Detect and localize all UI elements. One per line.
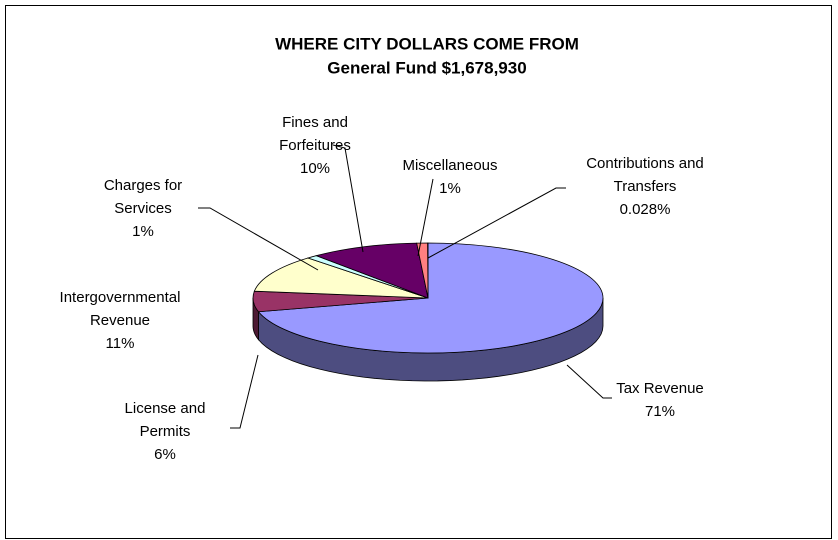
chart-subtitle: General Fund $1,678,930 (327, 58, 526, 77)
category-label: Contributions and Transfers (586, 155, 704, 195)
category-label: Miscellaneous (402, 157, 498, 174)
value-label: 0.028% (619, 201, 671, 218)
value-label: 10% (299, 160, 331, 177)
slice-label: Tax Revenue 71% (595, 377, 725, 423)
leader-line (566, 364, 612, 399)
category-label: Intergovernmental Revenue (59, 289, 181, 329)
slice-label: Intergovernmental Revenue 11% (45, 286, 195, 355)
leader-line (332, 144, 364, 253)
slice-label: Miscellaneous 1% (390, 154, 510, 200)
value-label: 6% (154, 446, 176, 463)
category-label: Fines and Forfeitures (279, 114, 351, 154)
leader-line (417, 178, 434, 257)
pie-slice (253, 257, 429, 299)
slice-label: Fines and Forfeitures 10% (265, 111, 365, 180)
slice-label: Charges for Services 1% (88, 174, 198, 243)
leader-line (427, 187, 566, 259)
pie-slice (257, 242, 604, 354)
value-label: 11% (105, 335, 135, 352)
value-label: 71% (644, 403, 676, 420)
category-label: License and Permits (124, 400, 206, 440)
value-label: 1% (439, 180, 461, 197)
slice-label: Contributions and Transfers 0.028% (560, 152, 730, 221)
pie-slice (314, 242, 429, 299)
chart-title: WHERE CITY DOLLARS COME FROM (275, 34, 579, 53)
leader-line (230, 354, 259, 429)
category-label: Tax Revenue (616, 380, 704, 397)
category-label: Charges for Services (103, 177, 183, 217)
leader-line (198, 207, 319, 271)
value-label: 1% (132, 223, 154, 240)
slice-label: License and Permits 6% (110, 397, 220, 466)
